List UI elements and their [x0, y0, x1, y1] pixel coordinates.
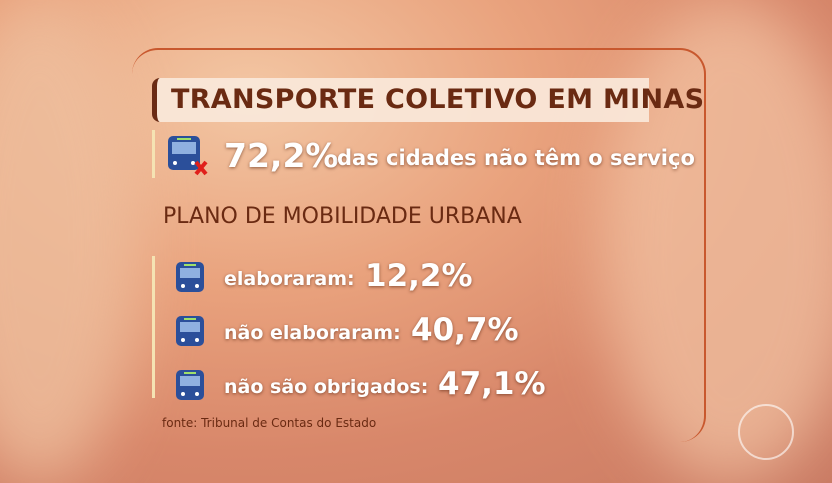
headline-text: das cidades não têm o serviço: [337, 146, 695, 170]
subtitle: PLANO DE MOBILIDADE URBANA: [163, 204, 522, 229]
bus-icon: [176, 370, 204, 400]
broadcaster-logo: [738, 404, 794, 460]
item-value: 47,1%: [438, 366, 546, 402]
item-label: não elaboraram:: [224, 322, 401, 344]
accent-bar: [152, 130, 155, 178]
bus-icon: [176, 262, 204, 292]
item-label: não são obrigados:: [224, 376, 429, 398]
title-box: TRANSPORTE COLETIVO EM MINAS: [152, 78, 704, 122]
bus-icon: [176, 316, 204, 346]
panel-frame: [132, 48, 706, 442]
source: fonte: Tribunal de Contas do Estado: [162, 416, 377, 430]
headline-value: 72,2%: [224, 136, 339, 175]
title: TRANSPORTE COLETIVO EM MINAS: [171, 84, 705, 115]
item-label: elaboraram:: [224, 268, 355, 290]
bg-glow: [0, 0, 140, 483]
accent-bar: [152, 256, 155, 398]
item-value: 12,2%: [365, 258, 473, 294]
bus-crossed-icon: [168, 136, 208, 176]
item-value: 40,7%: [411, 312, 519, 348]
